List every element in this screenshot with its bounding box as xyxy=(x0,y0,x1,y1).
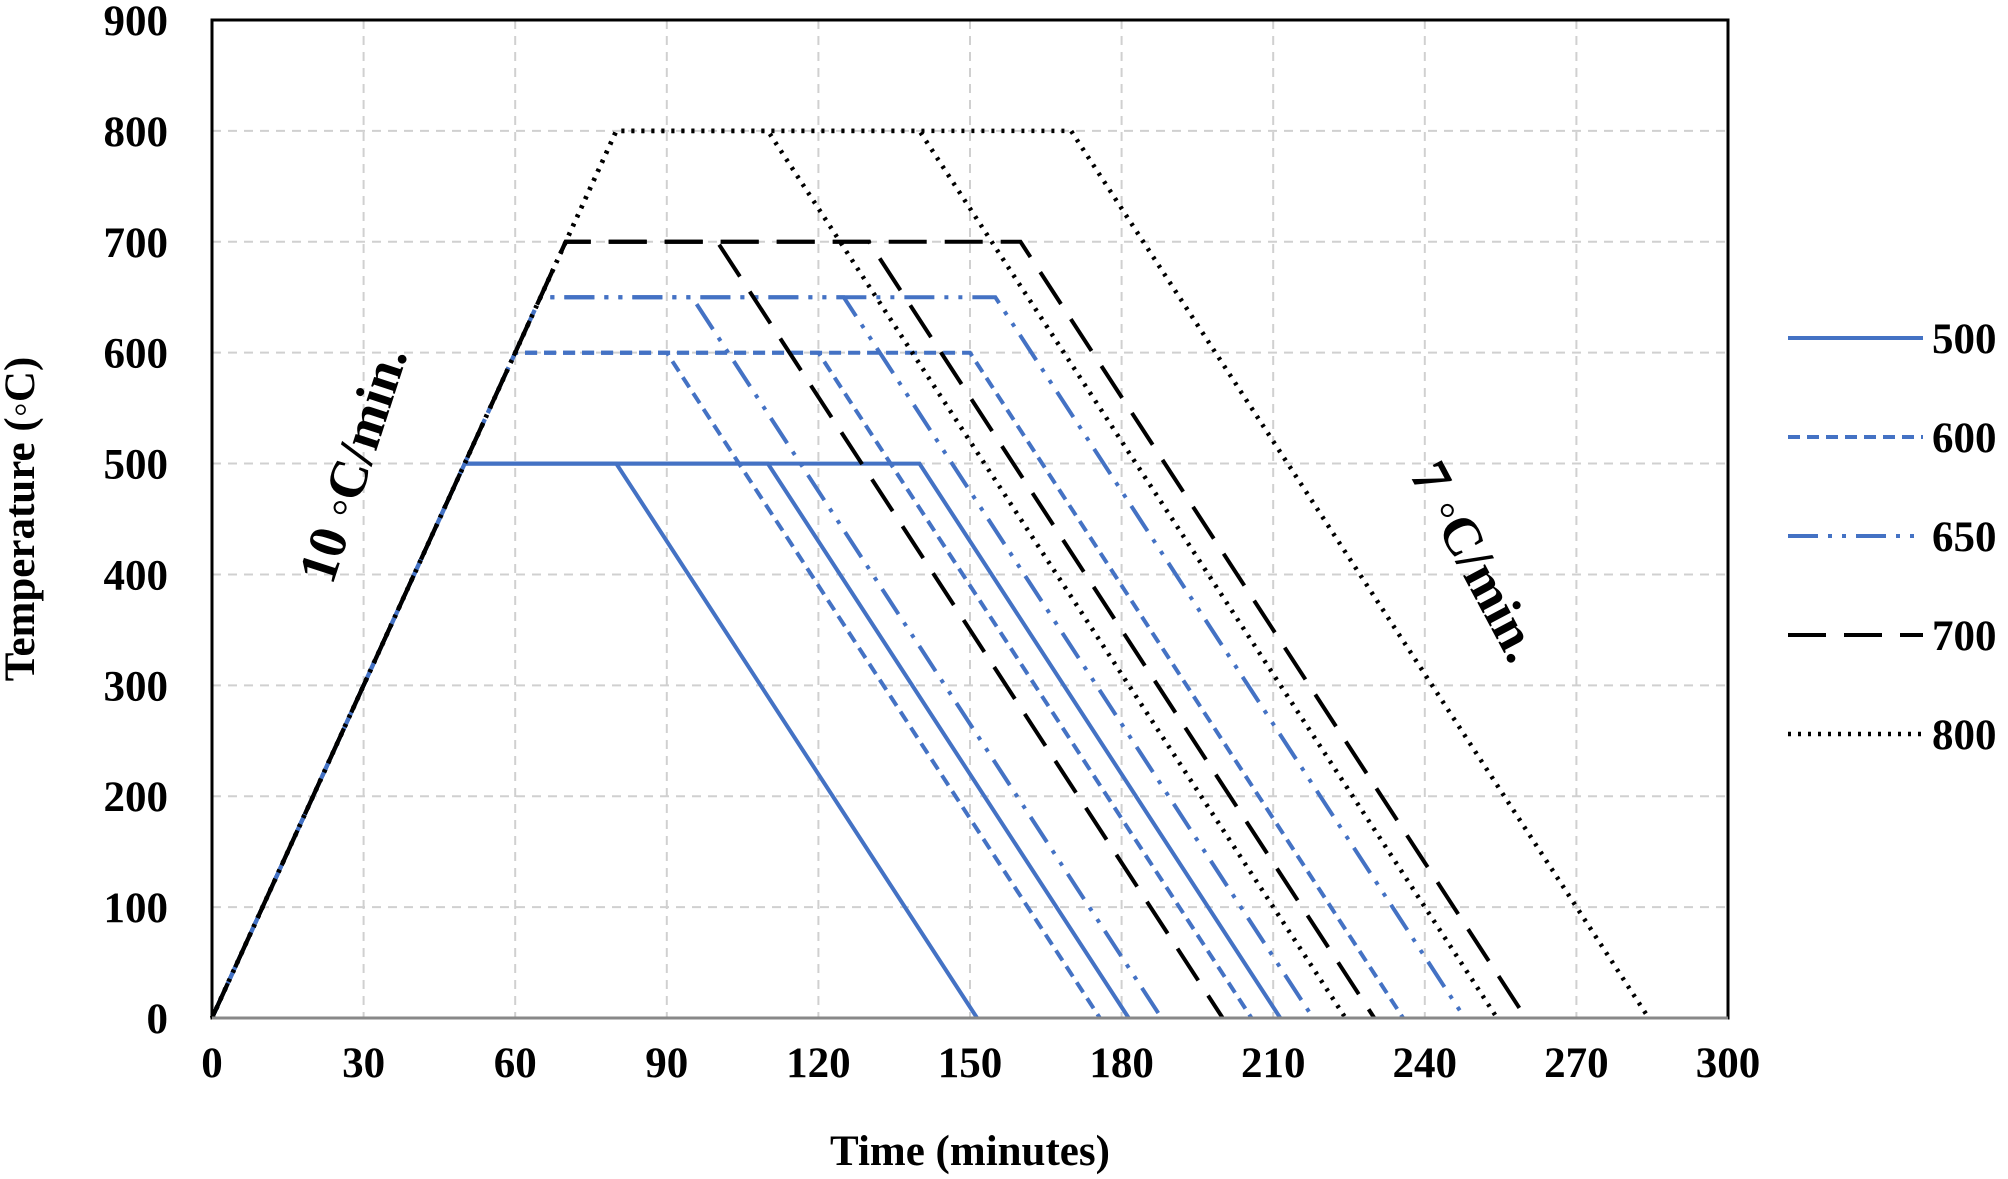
x-tick-label: 300 xyxy=(1696,1040,1761,1087)
y-tick-label: 200 xyxy=(104,774,169,821)
legend-label: 650 xyxy=(1932,514,1997,561)
series-line-500 xyxy=(210,461,1282,1020)
x-tick-label: 210 xyxy=(1241,1040,1306,1087)
heating-rate-annotation: 10 ◦C/min. xyxy=(287,339,420,590)
legend: 500 600 650 700 800 xyxy=(1788,316,1997,759)
series-500 xyxy=(210,461,1282,1020)
legend-item-700: 700 xyxy=(1788,613,1997,660)
legend-item-600: 600 xyxy=(1788,415,1997,462)
legend-item-500: 500 xyxy=(1788,316,1997,363)
legend-label: 800 xyxy=(1932,712,1997,759)
y-tick-label: 800 xyxy=(104,109,169,156)
y-tick-label: 300 xyxy=(104,663,169,710)
x-axis-title: Time (minutes) xyxy=(830,1128,1110,1175)
legend-label: 500 xyxy=(1932,316,1997,363)
series-layer xyxy=(209,128,1651,1020)
x-tick-label: 270 xyxy=(1544,1040,1609,1087)
y-tick-label: 700 xyxy=(104,220,169,267)
legend-label: 700 xyxy=(1932,613,1997,660)
y-tick-label: 100 xyxy=(104,885,169,932)
x-tick-label: 150 xyxy=(938,1040,1003,1087)
series-800 xyxy=(209,128,1651,1020)
legend-item-800: 800 xyxy=(1788,712,1997,759)
y-tick-label: 500 xyxy=(104,442,169,489)
legend-label: 600 xyxy=(1932,415,1997,462)
x-tick-label: 30 xyxy=(342,1040,385,1087)
x-tick-label: 240 xyxy=(1393,1040,1458,1087)
x-tick-label: 60 xyxy=(494,1040,537,1087)
x-tick-label: 90 xyxy=(645,1040,688,1087)
x-tick-label: 120 xyxy=(786,1040,851,1087)
x-tick-label: 0 xyxy=(201,1040,223,1087)
tick-labels: 0 30 60 90 120 150 180 210 240 270 300 0 100 200 300 40… xyxy=(104,0,1761,1087)
series-line-700 xyxy=(210,239,1528,1020)
y-axis-title: Temperature (◦C) xyxy=(0,357,44,682)
series-line-800 xyxy=(209,128,1651,1020)
series-700 xyxy=(210,239,1528,1020)
y-tick-label: 400 xyxy=(104,552,169,599)
legend-item-650: 650 xyxy=(1788,514,1997,561)
x-tick-label: 180 xyxy=(1089,1040,1154,1087)
y-tick-label: 900 xyxy=(104,0,169,45)
y-tick-label: 600 xyxy=(104,331,169,378)
cooling-rate-annotation: 7 ◦C/min. xyxy=(1398,452,1553,672)
y-tick-label: 0 xyxy=(147,996,169,1043)
